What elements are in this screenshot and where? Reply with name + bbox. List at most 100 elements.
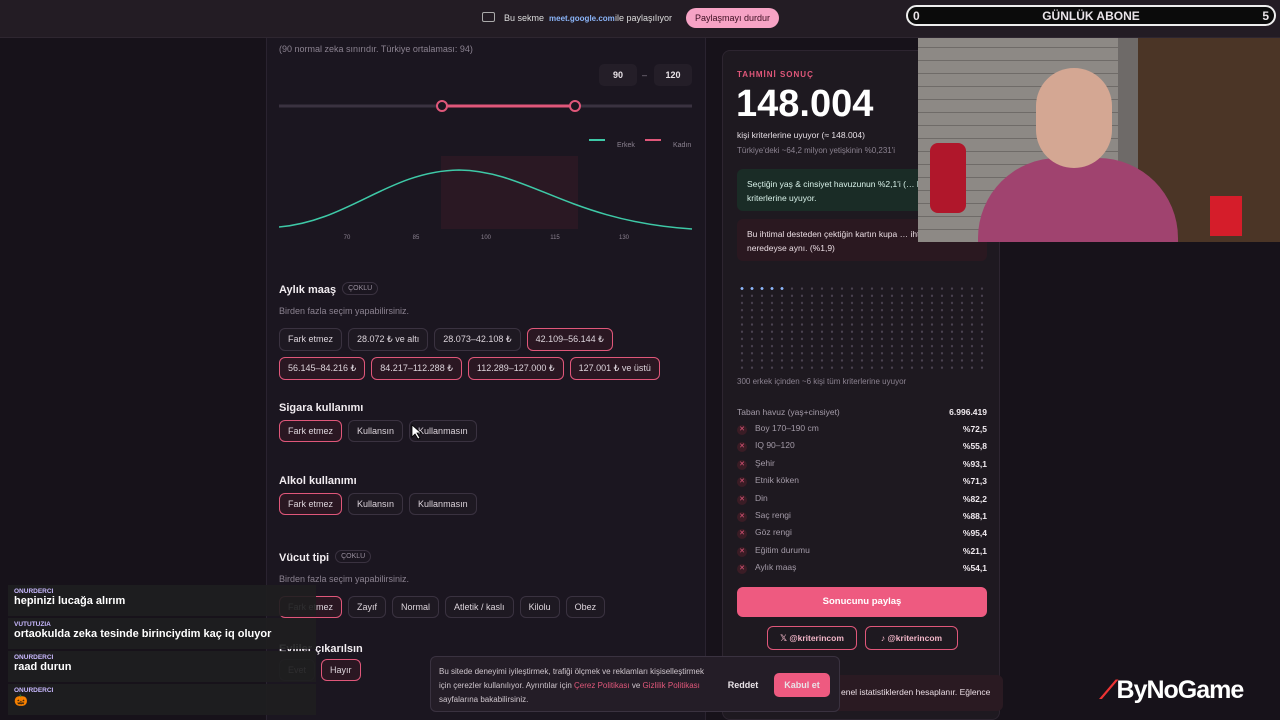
cookie-link[interactable]: Çerez Politikası xyxy=(574,681,630,690)
result-value: 148.004 xyxy=(736,83,874,125)
base-row: Taban havuz (yaş+cinsiyet) 6.996.419 xyxy=(737,403,987,420)
slider-handle[interactable] xyxy=(569,100,581,112)
option-chip[interactable]: Atletik / kaslı xyxy=(445,596,514,618)
flag xyxy=(1210,196,1242,236)
iq-chart: Erkek Kadın 70 85 100 115 130 xyxy=(279,100,693,241)
social-x[interactable]: 𝕏 @kriterincom xyxy=(767,626,857,650)
iq-min[interactable]: 90 xyxy=(599,64,637,86)
multi-tag: ÇOKLU xyxy=(335,550,372,564)
iq-dash: – xyxy=(642,70,648,80)
chat-text: hepinizi lucağa alırım xyxy=(14,595,126,607)
option-chip[interactable]: 28.072 ₺ ve altı xyxy=(348,328,429,351)
option-chip[interactable]: Kullansın xyxy=(348,420,404,442)
share-icon xyxy=(482,12,495,22)
criteria-name-wrap: ✕ Eğitim durumu xyxy=(737,545,810,557)
chat-message: ONURDERCI 🎃 xyxy=(8,684,316,715)
share-site: meet.google.com xyxy=(549,14,615,23)
cookie-text: ve xyxy=(631,681,641,690)
fail-icon: ✕ xyxy=(737,512,747,523)
axis-label: 70 xyxy=(344,235,351,241)
option-chip[interactable]: 112.289–127.000 ₺ xyxy=(467,357,564,380)
base-value: 6.996.419 xyxy=(949,406,987,417)
webcam xyxy=(918,38,1280,242)
legend-label: Kadın xyxy=(673,142,691,149)
option-chip[interactable]: 127.001 ₺ ve üstü xyxy=(569,357,660,380)
share-text: ile paylaşılıyor xyxy=(615,13,673,23)
criteria-value: %95,4 xyxy=(962,528,987,539)
social-tiktok[interactable]: ♪ @kriterincom xyxy=(865,626,958,650)
smoking-section: Sigara kullanımı Fark etmez Kullansın Kull… xyxy=(279,402,699,442)
microphone xyxy=(930,143,966,213)
reject-button[interactable]: Reddet xyxy=(727,680,759,690)
option-chip[interactable]: Kilolu xyxy=(519,596,560,618)
body-section: Vücut tipi ÇOKLU Birden fazla seçim yapab… xyxy=(279,548,699,618)
option-chip[interactable]: 42.109–56.144 ₺ xyxy=(526,328,613,351)
face xyxy=(1036,68,1112,168)
criteria-value: %54,1 xyxy=(962,563,987,574)
option-chip[interactable]: Normal xyxy=(392,596,440,618)
breakdown: Taban havuz (yaş+cinsiyet) 6.996.419 ✕ Boy… xyxy=(737,403,987,577)
criteria-value: %93,1 xyxy=(962,458,987,469)
result-label: TAHMİNİ SONUÇ xyxy=(737,70,814,79)
chat-text: 🎃 xyxy=(14,695,28,707)
axis-label: 100 xyxy=(481,235,492,241)
form: (90 normal zeka sınırıdır. Türkiye ortal… xyxy=(266,38,706,720)
criteria-row: ✕ Din %82,2 xyxy=(737,490,987,507)
option-chip[interactable]: Hayır xyxy=(321,659,361,681)
cursor xyxy=(411,424,423,440)
logo-text: ByNoGame xyxy=(1116,676,1245,704)
legend-label: Erkek xyxy=(617,142,635,149)
chat-text: raad durun xyxy=(14,661,72,673)
fail-icon: ✕ xyxy=(737,425,747,436)
option-chip[interactable]: Kullanmasın xyxy=(409,420,477,442)
criteria-row: ✕ Göz rengi %95,4 xyxy=(737,525,987,542)
section-title: Alkol kullanımı xyxy=(279,475,357,487)
selected-range xyxy=(441,156,578,229)
cookie-text: Bu sitede deneyimi iyileştirmek, trafiği… xyxy=(439,667,704,690)
option-chip[interactable]: 56.145–84.216 ₺ xyxy=(279,357,366,380)
option-chip[interactable]: Kullansın xyxy=(348,493,404,515)
section-title: Evliler çıkarılsın xyxy=(279,643,363,655)
iq-max[interactable]: 120 xyxy=(654,64,692,86)
option-chip[interactable]: Fark etmez xyxy=(279,420,343,442)
option-chip[interactable]: 84.217–112.288 ₺ xyxy=(371,357,462,380)
option-chip[interactable]: 28.073–42.108 ₺ xyxy=(434,328,521,351)
cookie-text: sayfalarına bakabilirsiniz. xyxy=(439,695,529,704)
logo: ⟋ByNoGame xyxy=(1100,676,1245,704)
distribution-curve xyxy=(279,169,693,230)
fail-icon: ✕ xyxy=(737,494,747,505)
option-chip[interactable]: Obez xyxy=(565,596,606,618)
criteria-name: Boy 170–190 cm xyxy=(755,423,819,434)
result-line: kişi kriterlerine uyuyor (≈ 148.004) xyxy=(737,130,865,140)
chat-user: ONURDERCI xyxy=(14,588,54,595)
stop-share-button[interactable]: Paylaşmayı durdur xyxy=(686,8,780,28)
fail-icon: ✕ xyxy=(737,546,747,557)
criteria-row: ✕ Etnik köken %71,3 xyxy=(737,473,987,490)
option-chip[interactable]: Kullanmasın xyxy=(409,493,477,515)
social-handle: @kriterincom xyxy=(789,633,844,643)
option-chip[interactable]: Fark etmez xyxy=(279,493,343,515)
cookie-text: Bu sitede deneyimi iyileştirmek, trafiği… xyxy=(439,665,717,707)
multi-tag: ÇOKLU xyxy=(342,282,379,296)
fail-icon: ✕ xyxy=(737,477,747,488)
criteria-name-wrap: ✕ Saç rengi xyxy=(737,510,791,523)
criteria-value: %71,3 xyxy=(962,476,987,487)
dot-grid xyxy=(737,285,987,371)
criteria-name: Göz rengi xyxy=(755,527,792,538)
option-chip[interactable]: Zayıf xyxy=(348,596,387,618)
chat-message: ONURDERCI raad durun xyxy=(8,651,316,682)
section-title: Aylık maaş xyxy=(279,284,337,296)
accept-button[interactable]: Kabul et xyxy=(774,673,830,697)
chat-message: ONURDERCI hepinizi lucağa alırım xyxy=(8,585,316,616)
options: Fark etmez 28.072 ₺ ve altı 28.073–42.108 … xyxy=(279,328,699,380)
privacy-link[interactable]: Gizlilik Politikası xyxy=(642,681,700,690)
option-chip[interactable]: Fark etmez xyxy=(279,328,343,351)
criteria-row: ✕ Şehir %93,1 xyxy=(737,455,987,472)
share-button[interactable]: Sonucunu paylaş xyxy=(737,587,987,617)
sub-title: GÜNLÜK ABONE xyxy=(1042,9,1140,23)
criteria-name: Din xyxy=(755,492,768,503)
criteria-name: Şehir xyxy=(755,457,775,468)
slider-handle[interactable] xyxy=(436,100,448,112)
criteria-name: Aylık maaş xyxy=(755,562,797,573)
criteria-value: %72,5 xyxy=(962,424,987,435)
